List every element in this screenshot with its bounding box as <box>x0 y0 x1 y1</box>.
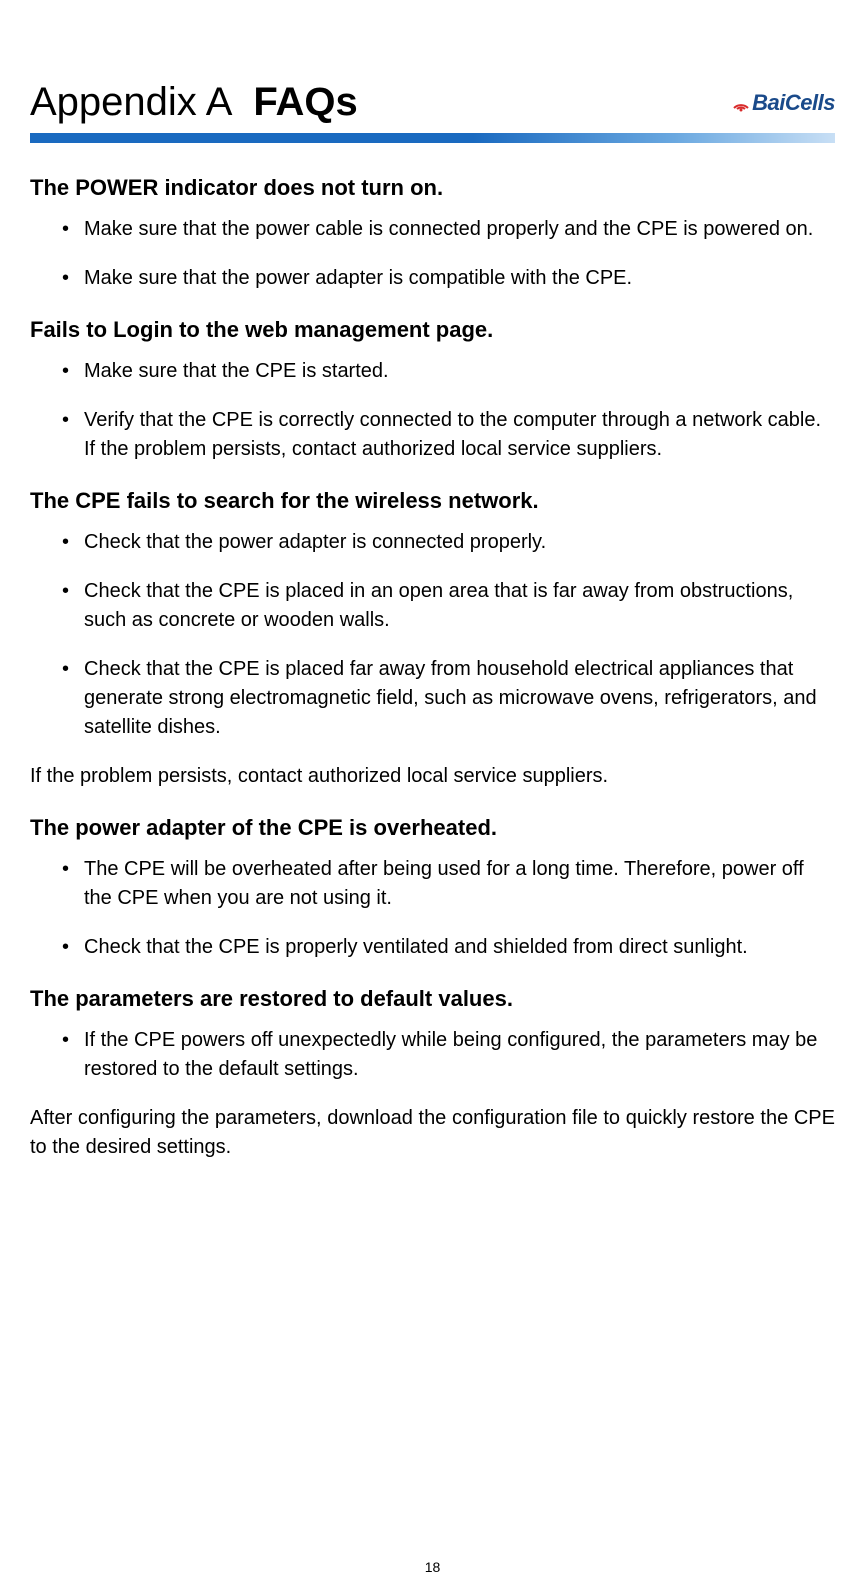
list-item: Check that the CPE is placed in an open … <box>62 577 835 635</box>
faq-heading: The POWER indicator does not turn on. <box>30 175 835 201</box>
faqs-label: FAQs <box>253 80 357 124</box>
faq-heading: The CPE fails to search for the wireless… <box>30 488 835 514</box>
faq-heading: The parameters are restored to default v… <box>30 986 835 1012</box>
body-paragraph: After configuring the parameters, downlo… <box>30 1104 835 1162</box>
bullet-list: If the CPE powers off unexpectedly while… <box>30 1026 835 1084</box>
wifi-icon <box>732 94 750 112</box>
bullet-list: Make sure that the power cable is connec… <box>30 215 835 293</box>
list-item: Verify that the CPE is correctly connect… <box>62 406 835 464</box>
content: The POWER indicator does not turn on. Ma… <box>30 175 835 1162</box>
body-paragraph: If the problem persists, contact authori… <box>30 762 835 791</box>
appendix-label: Appendix A <box>30 80 230 124</box>
bullet-list: The CPE will be overheated after being u… <box>30 855 835 962</box>
faq-heading: Fails to Login to the web management pag… <box>30 317 835 343</box>
list-item: Make sure that the power cable is connec… <box>62 215 835 244</box>
list-item: If the CPE powers off unexpectedly while… <box>62 1026 835 1084</box>
logo-text: BaiCells <box>752 90 835 116</box>
bullet-list: Check that the power adapter is connecte… <box>30 528 835 742</box>
bullet-list: Make sure that the CPE is started. Verif… <box>30 357 835 464</box>
list-item: Check that the CPE is properly ventilate… <box>62 933 835 962</box>
list-item: Check that the CPE is placed far away fr… <box>62 655 835 742</box>
page-title: Appendix A FAQs <box>30 80 835 125</box>
list-item: The CPE will be overheated after being u… <box>62 855 835 913</box>
title-underline <box>30 133 835 143</box>
list-item: Make sure that the power adapter is comp… <box>62 264 835 293</box>
faq-heading: The power adapter of the CPE is overheat… <box>30 815 835 841</box>
page-number: 18 <box>0 1559 865 1575</box>
list-item: Check that the power adapter is connecte… <box>62 528 835 557</box>
logo: BaiCells <box>732 90 835 116</box>
list-item: Make sure that the CPE is started. <box>62 357 835 386</box>
